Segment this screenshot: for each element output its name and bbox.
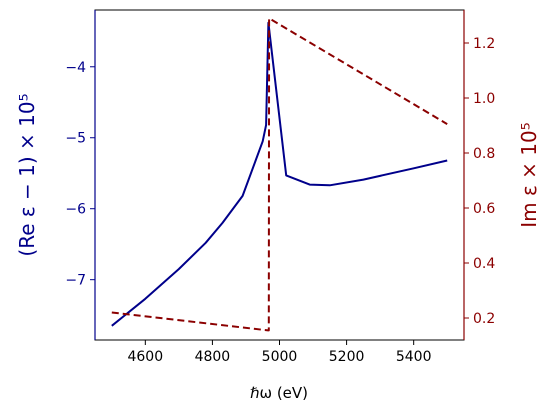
im-epsilon-dashed-line	[111, 17, 448, 332]
left-y-tick-label: −4	[65, 60, 86, 76]
x-ticks: 4600 4800 5000 5200 5400	[127, 340, 432, 365]
plot-frame	[94, 9, 465, 341]
x-tick-label: 4600	[127, 349, 163, 365]
right-y-tick-label: 0.8	[473, 146, 495, 162]
x-tick-label: 5400	[396, 349, 432, 365]
right-y-tick-label: 0.4	[473, 256, 495, 272]
x-tick-label: 5200	[329, 349, 365, 365]
right-y-tick-label: 0.6	[473, 201, 495, 217]
series-layer	[111, 17, 448, 332]
right-y-ticks: 0.2 0.4 0.6 0.8 1.0 1.2	[464, 36, 495, 327]
right-y-tick-label: 1.0	[473, 91, 495, 107]
right-y-tick-label: 1.2	[473, 36, 495, 52]
left-y-axis-label: (Re ε − 1) × 10⁵	[15, 93, 39, 256]
left-y-tick-label: −6	[65, 202, 86, 218]
left-y-tick-label: −7	[65, 273, 86, 289]
re-epsilon-line	[111, 21, 448, 327]
left-y-tick-label: −5	[65, 131, 86, 147]
x-axis-label: ℏω (eV)	[250, 384, 308, 402]
x-tick-label: 4800	[195, 349, 231, 365]
x-tick-label: 5000	[262, 349, 298, 365]
right-y-tick-label: 0.2	[473, 311, 495, 327]
left-y-ticks: −7 −6 −5 −4	[65, 60, 95, 289]
right-y-axis-label: Im ε × 10⁵	[517, 122, 541, 228]
